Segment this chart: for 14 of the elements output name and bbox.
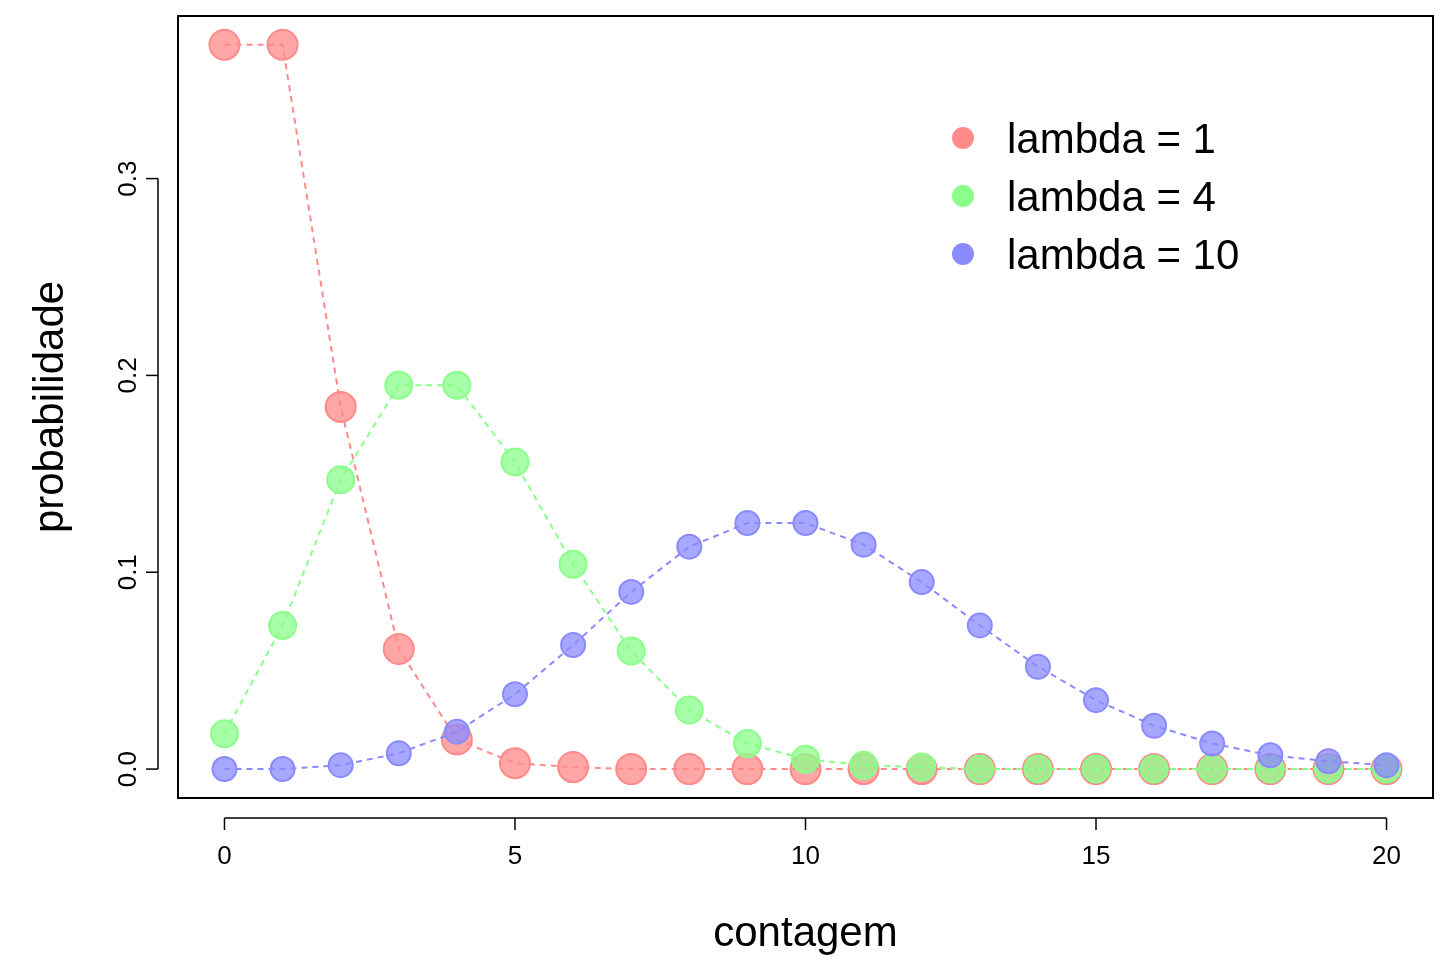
x-axis-title: contagem: [713, 908, 898, 955]
legend-label: lambda = 1: [1007, 115, 1216, 162]
x-tick-label: 15: [1081, 840, 1111, 870]
y-axis-title: probabilidade: [25, 280, 72, 534]
x-tick-label: 5: [507, 840, 523, 870]
legend-label: lambda = 10: [1007, 231, 1240, 278]
x-tick-label: 10: [791, 840, 820, 870]
y-tick-label: 0.3: [112, 160, 142, 197]
y-tick-label: 0.0: [112, 750, 142, 788]
y-tick-label: 0.2: [112, 357, 142, 394]
x-tick-label: 0: [217, 840, 232, 870]
x-tick-label: 20: [1372, 840, 1401, 870]
legend-label: lambda = 4: [1007, 173, 1216, 220]
y-tick-label: 0.1: [112, 554, 142, 591]
